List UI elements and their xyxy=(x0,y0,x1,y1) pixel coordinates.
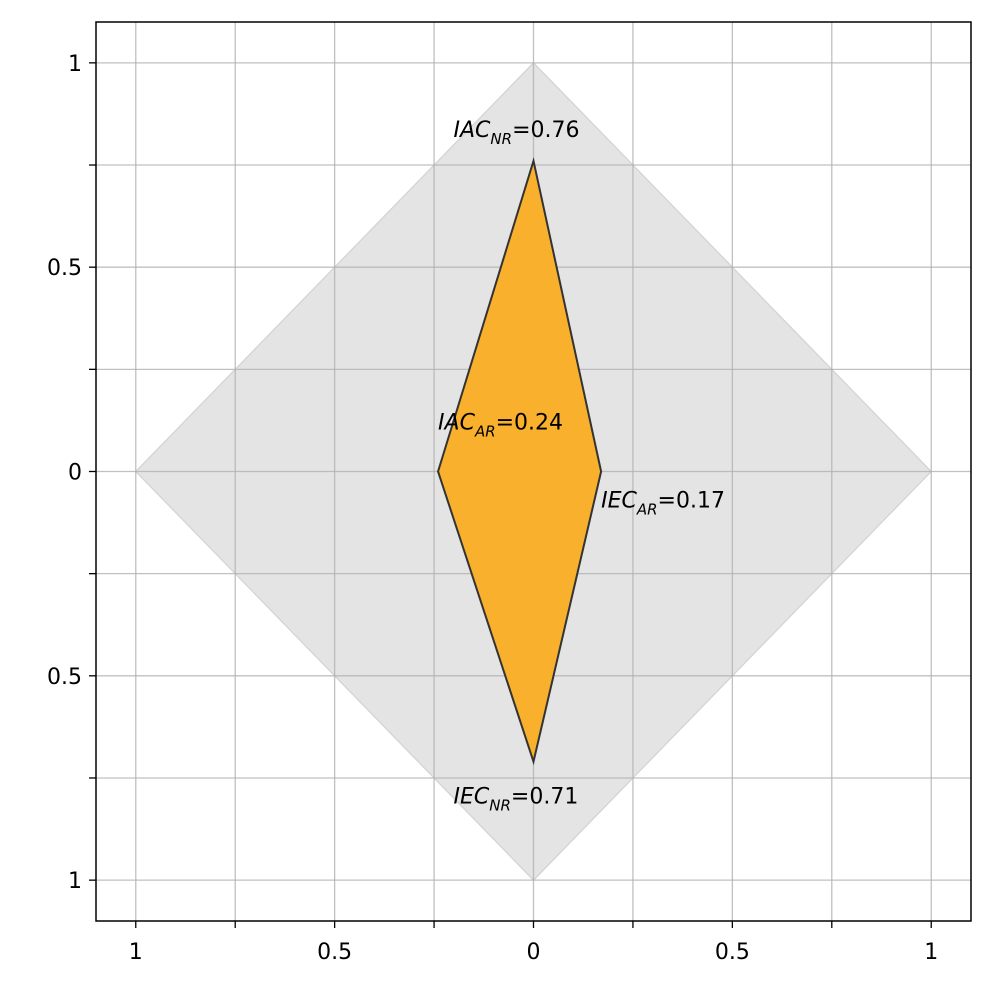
data-polygon xyxy=(436,156,603,766)
x-tick-label: 0.5 xyxy=(317,940,352,965)
value-label-iec-ar: IECAR=0.17 xyxy=(601,489,725,519)
x-tick-label: 0.5 xyxy=(715,940,750,965)
value-label-iac-nr: IACNR=0.76 xyxy=(454,118,580,148)
value-label-iac-ar: IACAR=0.24 xyxy=(438,411,563,441)
x-tick-label: 1 xyxy=(129,940,143,965)
y-tick-label: 1 xyxy=(68,869,82,894)
y-tick-label: 1 xyxy=(68,52,82,77)
value-label-iec-nr: IECNR=0.71 xyxy=(454,785,579,815)
x-tick-label: 1 xyxy=(924,940,938,965)
y-tick-label: 0.5 xyxy=(47,256,82,281)
y-tick-label: 0 xyxy=(68,461,82,486)
x-tick-label: 0 xyxy=(527,940,541,965)
y-tick-label: 0.5 xyxy=(47,665,82,690)
